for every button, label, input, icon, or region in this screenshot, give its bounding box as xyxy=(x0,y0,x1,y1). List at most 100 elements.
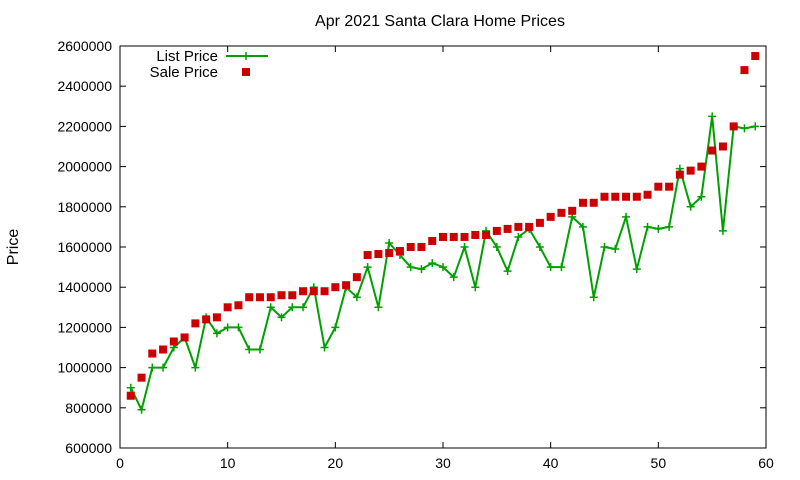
sale-price-point xyxy=(331,283,340,292)
sale-price-point xyxy=(202,315,211,324)
list-price-point xyxy=(697,192,706,201)
y-tick-label: 1000000 xyxy=(57,360,112,376)
sale-price-point xyxy=(675,170,684,179)
list-price-point xyxy=(557,263,566,272)
sale-price-point xyxy=(212,313,221,322)
list-price-point xyxy=(223,323,232,332)
sale-price-point xyxy=(665,182,674,191)
list-price-point xyxy=(277,313,286,322)
sale-price-point xyxy=(439,232,447,241)
legend-label-sale-price: Sale Price xyxy=(150,64,218,81)
list-price-point xyxy=(212,329,221,338)
sale-price-series xyxy=(126,52,760,400)
sale-price-point xyxy=(137,373,146,382)
list-price-point xyxy=(299,303,308,312)
list-price-point xyxy=(589,293,598,302)
sale-price-point xyxy=(718,142,727,151)
y-axis-label: Price xyxy=(5,229,22,266)
list-price-point xyxy=(751,122,760,131)
x-tick-label: 30 xyxy=(435,455,451,471)
sale-price-point xyxy=(611,192,620,201)
sale-price-point xyxy=(395,247,404,256)
axis-ticks: 600000 800000 1000000 1200000 1400000 1600000… xyxy=(57,38,774,471)
list-price-point xyxy=(417,265,426,274)
sale-price-point xyxy=(632,192,641,201)
list-price-point xyxy=(514,232,523,241)
sale-price-point xyxy=(589,198,598,207)
list-price-point xyxy=(686,202,695,211)
y-tick-label: 800000 xyxy=(65,400,112,416)
list-price-point xyxy=(654,224,663,233)
y-tick-label: 1400000 xyxy=(57,279,112,295)
sale-price-point xyxy=(159,345,168,354)
sale-price-point xyxy=(417,243,426,251)
sale-price-point xyxy=(492,226,501,235)
list-price-point xyxy=(406,263,415,272)
sale-price-point xyxy=(266,293,275,302)
list-price-point xyxy=(385,238,394,247)
sale-price-point xyxy=(460,232,469,241)
list-price-point xyxy=(439,263,447,272)
legend-plus-marker xyxy=(242,52,250,60)
list-price-point xyxy=(460,243,469,251)
sale-price-point xyxy=(471,230,480,239)
sale-price-point xyxy=(363,251,372,260)
sale-price-point xyxy=(557,208,566,217)
list-price-point xyxy=(449,273,458,282)
sale-price-point xyxy=(245,293,254,302)
legend-marker-sale-price xyxy=(242,68,250,76)
sale-price-point xyxy=(299,287,308,296)
list-price-point xyxy=(503,267,512,276)
list-price-point xyxy=(266,303,275,312)
sale-price-point xyxy=(406,243,415,251)
sale-price-point xyxy=(449,232,458,241)
y-tick-label: 2400000 xyxy=(57,78,112,94)
sale-price-point xyxy=(428,236,437,245)
list-price-point xyxy=(126,383,135,392)
list-price-point xyxy=(665,222,674,231)
sale-price-point xyxy=(352,273,361,282)
sale-price-point xyxy=(740,66,749,75)
list-price-point xyxy=(546,263,555,272)
sale-price-point xyxy=(374,250,383,259)
sale-price-point xyxy=(191,319,200,328)
list-price-point xyxy=(428,259,437,268)
x-tick-label: 20 xyxy=(328,455,344,471)
list-price-point xyxy=(471,283,480,292)
plot-frame xyxy=(119,45,767,449)
sale-price-point xyxy=(482,230,491,239)
list-price-point xyxy=(320,343,329,352)
sale-price-point xyxy=(169,337,178,346)
x-tick-label: 40 xyxy=(543,455,559,471)
sale-price-point xyxy=(277,291,286,300)
list-price-point xyxy=(492,243,501,251)
y-tick-label: 2600000 xyxy=(57,38,112,54)
sale-price-point xyxy=(654,182,663,191)
sale-price-point xyxy=(255,293,264,302)
list-price-point xyxy=(159,363,168,372)
sale-price-point xyxy=(148,349,157,358)
sale-price-point xyxy=(309,287,318,296)
list-price-point xyxy=(535,243,544,251)
y-tick-label: 2200000 xyxy=(57,118,112,134)
list-price-point xyxy=(718,226,727,235)
sale-price-point xyxy=(180,333,189,342)
list-price-point xyxy=(288,303,297,312)
sale-price-point xyxy=(535,218,544,227)
y-tick-label: 600000 xyxy=(65,440,112,456)
x-tick-label: 60 xyxy=(758,455,774,471)
sale-price-point xyxy=(686,166,695,175)
y-tick-label: 1800000 xyxy=(57,199,112,215)
sale-price-point xyxy=(223,303,232,312)
list-price-point xyxy=(148,363,157,372)
sale-price-point xyxy=(697,162,706,171)
sale-price-point xyxy=(514,222,523,231)
list-price-point xyxy=(611,245,620,254)
list-price-point xyxy=(245,345,254,354)
sale-price-point xyxy=(525,222,534,231)
x-tick-label: 50 xyxy=(651,455,667,471)
y-tick-label: 2000000 xyxy=(57,159,112,175)
list-price-point xyxy=(255,345,264,354)
sale-price-point xyxy=(503,224,512,233)
